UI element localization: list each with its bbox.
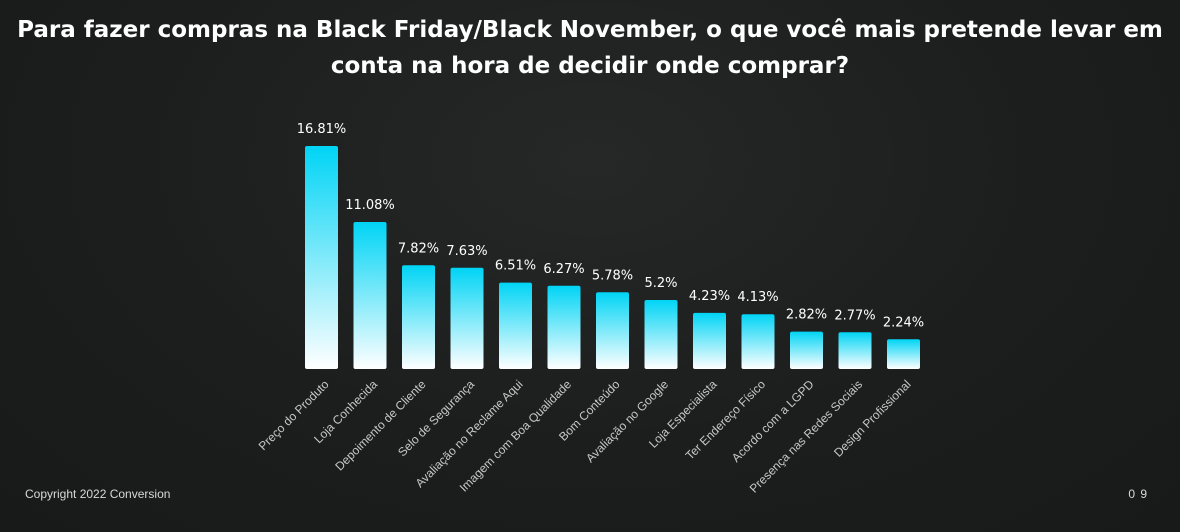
bar	[838, 332, 872, 369]
bar-value-label: 6.51%	[495, 259, 536, 274]
bar-value-label: 2.24%	[883, 315, 924, 330]
bar-value-label: 7.63%	[446, 244, 487, 259]
bar-value-label: 4.13%	[737, 290, 778, 305]
bar	[450, 267, 484, 369]
bar-value-label: 11.08%	[345, 198, 395, 213]
copyright-text: Copyright 2022 Conversion	[25, 487, 171, 501]
bar	[499, 282, 532, 369]
bar-value-label: 2.77%	[834, 308, 875, 323]
bar-value-label: 5.78%	[592, 268, 633, 283]
bar	[644, 300, 678, 369]
bars-layer	[305, 146, 920, 369]
bar	[741, 314, 775, 369]
chart-title-line-2: conta na hora de decidir onde comprar?	[330, 53, 850, 79]
category-label: Avaliação no Google	[583, 377, 671, 465]
bar	[353, 222, 387, 369]
bar	[305, 146, 338, 369]
bar	[693, 312, 726, 369]
chart-title: Para fazer compras na Black Friday/Black…	[0, 12, 1180, 84]
category-label: Ter Endereço Físico	[683, 377, 769, 463]
bar-value-label: 4.23%	[689, 289, 730, 304]
bar	[790, 331, 823, 369]
bar-value-label: 7.82%	[398, 241, 439, 256]
bar-value-label: 5.2%	[644, 276, 677, 291]
bar-value-label: 6.27%	[543, 262, 584, 277]
category-label: Depoimento de Cliente	[332, 377, 428, 473]
bar	[596, 292, 629, 369]
bar	[887, 339, 920, 369]
chart-title-line-1: Para fazer compras na Black Friday/Black…	[17, 17, 1163, 43]
bar-value-label: 2.82%	[786, 308, 827, 323]
value-labels-layer: 16.81% 11.08% 7.82% 7.63% 6.51% 6.27% 5.78% 5.2…	[297, 122, 924, 330]
category-label: Acordo com a LGPD	[729, 377, 817, 465]
bar-value-label: 16.81%	[297, 122, 347, 137]
bar	[547, 285, 581, 369]
page-number: 0 9	[1128, 487, 1148, 501]
bar	[402, 265, 435, 369]
